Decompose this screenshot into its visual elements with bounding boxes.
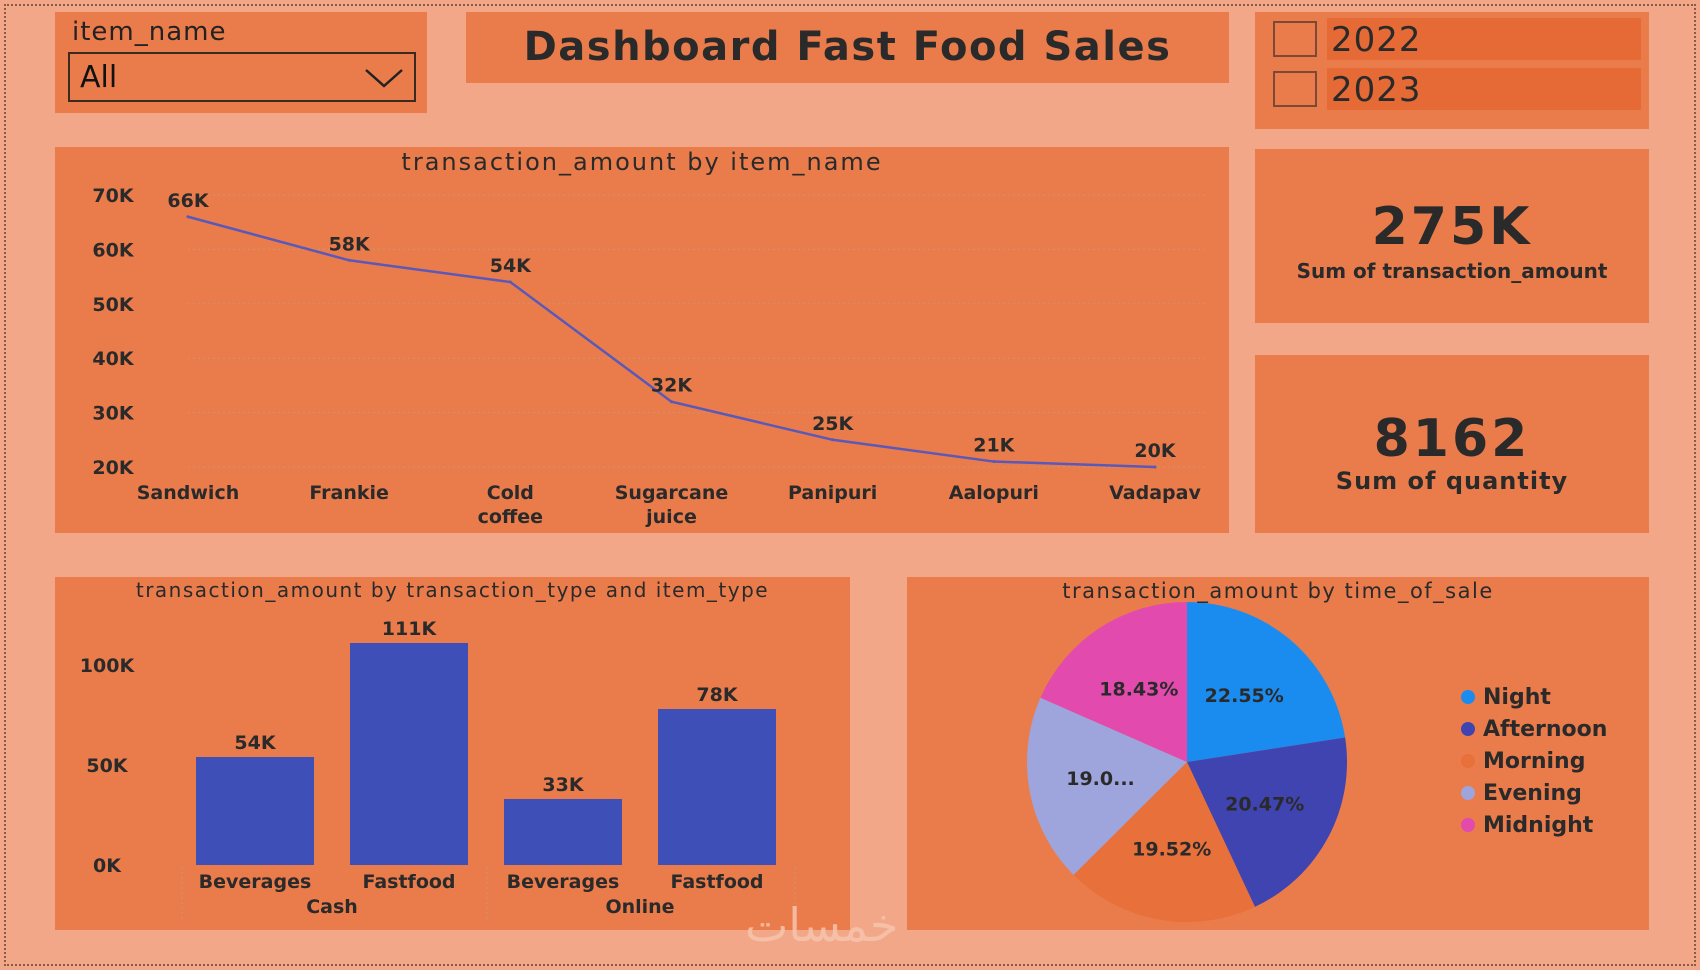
legend-label: Afternoon: [1483, 717, 1607, 742]
group-label: Cash: [306, 896, 358, 918]
bar-chart-title: transaction_amount by transaction_type a…: [135, 578, 770, 602]
legend-label: Night: [1483, 685, 1551, 710]
page-title: Dashboard Fast Food Sales: [523, 24, 1172, 70]
bar: [350, 643, 468, 865]
line-chart: 20K 30K 40K 50K 60K 70K 66K Sandwich 58K Frankie 5…: [92, 185, 1207, 528]
y-tick-label: 0K: [93, 855, 122, 877]
y-tick-label: 20K: [92, 457, 134, 479]
y-tick-label: 100K: [80, 655, 136, 677]
x-tick-label: coffee: [478, 506, 543, 528]
bar-chart: 0K50K100K54KBeverages111KFastfoodCash33K…: [80, 618, 796, 922]
quantity-card: 8162 Sum of quantity: [1255, 355, 1649, 533]
group-label: Online: [605, 896, 674, 918]
pie-chart-title: transaction_amount by time_of_sale: [1062, 579, 1494, 603]
y-tick-label: 30K: [92, 403, 134, 425]
year-label: 2022: [1331, 20, 1422, 60]
card-value: 275K: [1371, 197, 1533, 257]
x-tick-label: Panipuri: [788, 482, 877, 504]
legend-marker: [1461, 722, 1475, 736]
legend-marker: [1461, 754, 1475, 768]
legend-marker: [1461, 818, 1475, 832]
y-tick-label: 60K: [92, 239, 134, 261]
pie-slice: [1040, 602, 1187, 762]
x-tick-label: Sugarcane: [615, 482, 729, 504]
data-label: 21K: [973, 435, 1015, 457]
y-tick-label: 70K: [92, 185, 134, 207]
data-label: 20K: [1134, 440, 1176, 462]
line-point: [1153, 465, 1157, 469]
dropdown-value: All: [80, 60, 118, 95]
slice-label: 19.0...: [1066, 768, 1135, 790]
y-tick-label: 50K: [92, 294, 134, 316]
bar: [658, 709, 776, 865]
slice-label: 19.52%: [1132, 839, 1211, 861]
data-label: 33K: [542, 774, 584, 796]
legend-marker: [1461, 786, 1475, 800]
bar: [196, 757, 314, 865]
legend-label: Morning: [1483, 749, 1585, 774]
legend-marker: [1461, 690, 1475, 704]
item-name-dropdown[interactable]: All: [68, 52, 416, 102]
x-tick-label: Fastfood: [362, 871, 455, 893]
data-label: 58K: [329, 233, 371, 255]
pie-chart: 22.55% 20.47% 19.52% 19.0... 18.43% Night Afte…: [1027, 602, 1607, 922]
x-tick-label: Aalopuri: [949, 482, 1039, 504]
year-option-2023[interactable]: 2023: [1273, 68, 1641, 110]
legend-label: Evening: [1483, 781, 1582, 806]
x-tick-label: Cold: [487, 482, 534, 504]
chevron-down-icon: [365, 69, 403, 88]
transaction-amount-card: 275K Sum of transaction_amount: [1255, 149, 1649, 323]
data-label: 54K: [234, 732, 276, 754]
x-tick-label: Sandwich: [137, 482, 240, 504]
year-slicer: 2022 2023: [1255, 12, 1649, 129]
line-point: [347, 258, 351, 262]
data-label: 32K: [651, 375, 693, 397]
line-point: [186, 215, 190, 219]
pie-slice: [1187, 602, 1346, 762]
data-label: 66K: [167, 190, 209, 212]
pie-slice: [1073, 762, 1255, 922]
bar: [504, 799, 622, 865]
line-chart-panel: transaction_amount by item_name 20K 30K 40…: [55, 147, 1229, 533]
pie-slice: [1027, 697, 1187, 875]
line-point: [831, 438, 835, 442]
y-tick-label: 40K: [92, 348, 134, 370]
card-caption: Sum of quantity: [1335, 467, 1569, 495]
bar-chart-panel: transaction_amount by transaction_type a…: [55, 577, 850, 930]
y-tick-label: 50K: [86, 755, 128, 777]
x-tick-label: juice: [645, 506, 697, 528]
pie-chart-panel: transaction_amount by time_of_sale 22.55…: [907, 577, 1649, 930]
title-panel: Dashboard Fast Food Sales: [466, 12, 1229, 83]
year-label: 2023: [1331, 70, 1422, 110]
data-label: 54K: [490, 255, 532, 277]
x-tick-label: Fastfood: [670, 871, 763, 893]
slice-label: 22.55%: [1205, 685, 1284, 707]
slicer-label: item_name: [72, 17, 227, 47]
data-label: 111K: [382, 618, 438, 640]
line-point: [992, 460, 996, 464]
x-tick-label: Beverages: [507, 871, 620, 893]
pie-slice: [1187, 737, 1347, 907]
data-label: 25K: [812, 413, 854, 435]
watermark: خمسات: [745, 898, 899, 952]
year-option-bar: [1327, 18, 1641, 60]
year-checkbox-2023[interactable]: [1273, 71, 1317, 107]
line-point: [508, 280, 512, 284]
year-option-bar: [1327, 68, 1641, 110]
line-chart-title: transaction_amount by item_name: [401, 148, 883, 176]
slice-label: 18.43%: [1099, 678, 1178, 700]
dashboard-frame: [4, 4, 1696, 966]
year-checkbox-2022[interactable]: [1273, 21, 1317, 57]
x-tick-label: Frankie: [309, 482, 389, 504]
year-option-2022[interactable]: 2022: [1273, 18, 1641, 60]
x-tick-label: Beverages: [199, 871, 312, 893]
slice-label: 20.47%: [1225, 793, 1304, 815]
x-tick-label: Vadapav: [1109, 482, 1201, 504]
card-caption: Sum of transaction_amount: [1296, 259, 1608, 283]
legend-label: Midnight: [1483, 813, 1594, 838]
line-point: [670, 400, 673, 404]
card-value: 8162: [1373, 409, 1531, 469]
data-label: 78K: [696, 684, 738, 706]
item-name-slicer: item_name All: [55, 12, 427, 113]
